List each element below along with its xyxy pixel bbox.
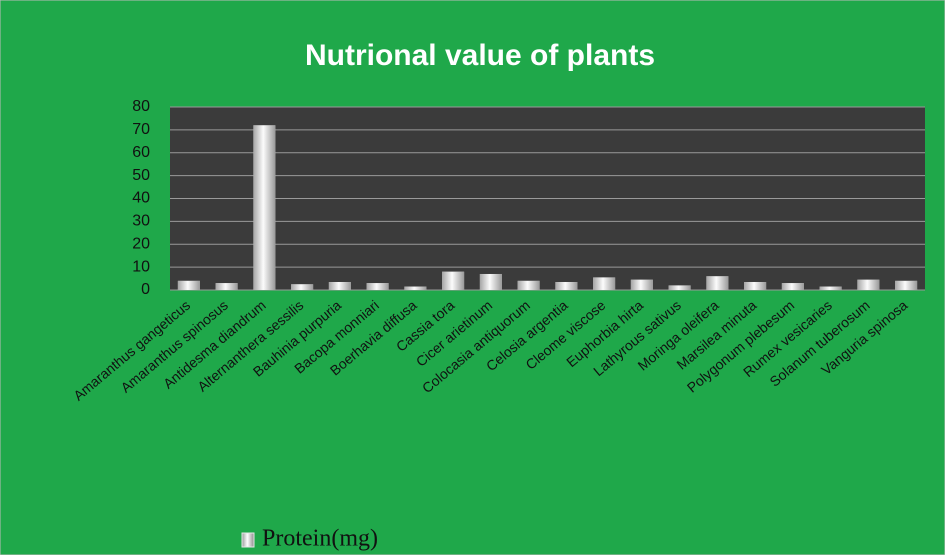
- bar: [630, 279, 653, 290]
- bar: [593, 277, 616, 290]
- y-tick-label: 30: [132, 213, 150, 230]
- bar: [404, 286, 427, 290]
- legend-label: Protein(mg): [262, 526, 378, 552]
- bar: [819, 286, 842, 290]
- chart-title: Nutrional value of plants: [305, 39, 655, 72]
- bar: [253, 125, 276, 290]
- bar: [215, 283, 238, 290]
- y-tick-label: 50: [132, 167, 150, 184]
- y-tick-label: 60: [132, 144, 150, 161]
- bar: [328, 281, 351, 290]
- bar: [291, 284, 314, 290]
- y-tick-label: 0: [141, 281, 150, 298]
- bar: [555, 281, 578, 290]
- bar: [706, 276, 729, 290]
- bar: [668, 285, 691, 290]
- bar: [744, 281, 767, 290]
- y-tick-label: 80: [132, 98, 150, 115]
- bar: [366, 283, 389, 290]
- bar: [857, 279, 880, 290]
- y-tick-label: 70: [132, 121, 150, 138]
- bar: [442, 271, 465, 290]
- bar: [517, 280, 540, 290]
- y-tick-label: 10: [132, 258, 150, 275]
- legend-swatch: [241, 532, 255, 548]
- bar: [895, 280, 918, 290]
- y-tick-label: 40: [132, 190, 150, 207]
- bar: [781, 283, 804, 290]
- bar: [177, 280, 200, 290]
- y-tick-label: 20: [132, 235, 150, 252]
- bar: [479, 273, 502, 290]
